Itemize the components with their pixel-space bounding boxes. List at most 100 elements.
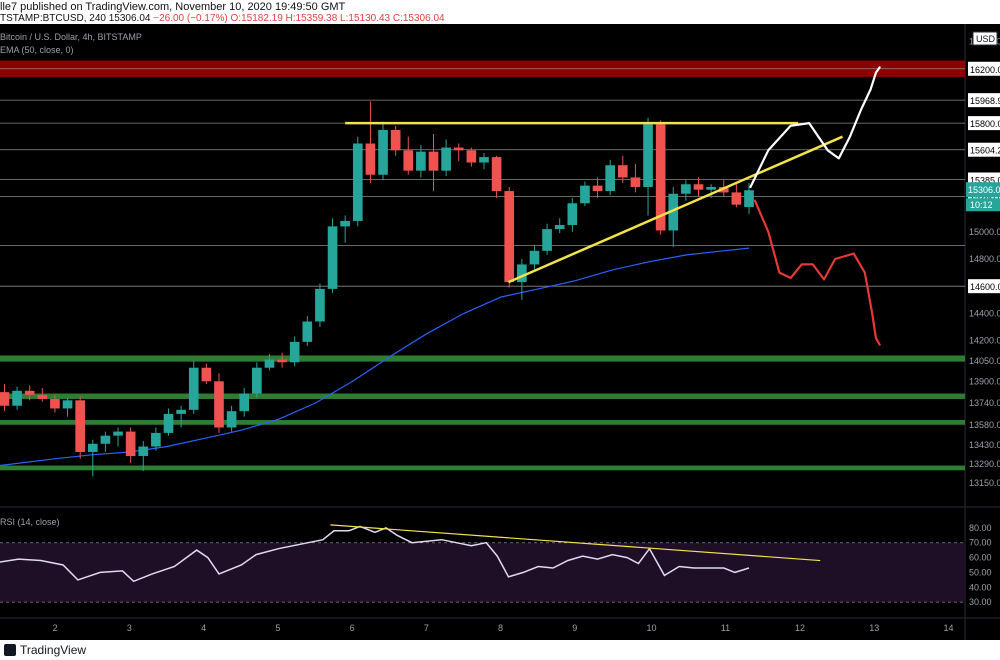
candle <box>214 381 224 428</box>
symbol-line: TSTAMP:BTCUSD, 240 15306.04 −26.00 (−0.1… <box>0 13 445 24</box>
footer-bar: TradingView <box>0 640 1000 660</box>
candle <box>138 446 149 457</box>
candle <box>188 367 199 410</box>
candle <box>580 185 590 204</box>
candle <box>517 264 527 283</box>
candle <box>630 177 641 187</box>
candle <box>125 431 136 457</box>
time-tick-label: 5 <box>275 623 280 633</box>
time-tick-label: 7 <box>424 623 429 633</box>
price-tick-label: 13430.00 <box>969 440 1000 450</box>
price-tick-label: 15604.22 <box>970 146 1000 156</box>
countdown-label: 10:12 <box>970 200 993 210</box>
price-tick-label: 15385.00 <box>970 176 1000 186</box>
candle <box>252 367 262 394</box>
support-zone <box>0 393 965 399</box>
price-tick-label: 15968.98 <box>970 96 1000 106</box>
candle <box>176 409 186 414</box>
candle <box>617 165 628 178</box>
tradingview-logo-icon <box>4 644 16 656</box>
candle <box>479 157 489 163</box>
candle <box>289 341 300 363</box>
main-legend: Bitcoin / U.S. Dollar, 4h, BITSTAMP <box>0 32 142 42</box>
candle <box>315 288 325 322</box>
candle <box>239 393 250 412</box>
price-tick-label: 15800.00 <box>970 119 1000 129</box>
ema-legend: EMA (50, close, 0) <box>0 45 74 55</box>
price-tick-label: 13150.00 <box>969 478 1000 488</box>
footer-brand[interactable]: TradingView <box>20 643 87 657</box>
candle <box>24 390 35 395</box>
candle <box>302 321 313 342</box>
time-tick-label: 13 <box>869 623 879 633</box>
candle <box>352 143 363 221</box>
header-bar: lle7 published on TradingView.com, Novem… <box>0 0 1000 24</box>
time-tick-label: 11 <box>721 623 730 633</box>
candle <box>441 147 451 171</box>
time-tick-label: 10 <box>647 623 657 633</box>
time-tick-label: 3 <box>127 623 132 633</box>
time-tick-label: 8 <box>498 623 503 633</box>
candle <box>151 432 161 447</box>
candle <box>529 250 540 265</box>
rsi-tick-label: 40.00 <box>969 582 992 592</box>
rsi-tick-label: 30.00 <box>969 597 992 607</box>
candle <box>605 165 616 192</box>
candle <box>390 129 401 151</box>
candle <box>378 129 388 175</box>
candle <box>706 186 716 190</box>
price-tick-label: 14800.00 <box>969 254 1000 264</box>
time-tick-label: 14 <box>943 623 953 633</box>
price-level-tag <box>968 279 1000 294</box>
candle <box>201 367 212 382</box>
candle <box>87 443 98 452</box>
candle <box>365 143 376 175</box>
time-tick-label: 6 <box>350 623 355 633</box>
candle <box>592 185 603 192</box>
candle <box>491 157 502 192</box>
current-price-tag <box>966 182 1000 198</box>
candle <box>403 150 414 171</box>
symbol-name: TSTAMP:BTCUSD, 240 <box>0 13 106 24</box>
price-tick-label: 13580.00 <box>969 420 1000 430</box>
last-price: 15306.04 <box>108 13 151 24</box>
time-tick-label: 12 <box>795 623 805 633</box>
candle <box>453 147 464 151</box>
time-tick-label: 9 <box>572 623 577 633</box>
candle <box>163 413 174 433</box>
candle <box>0 392 10 406</box>
candle <box>504 191 515 283</box>
price-tick-label: 15000.00 <box>969 227 1000 237</box>
candle <box>277 359 287 363</box>
support-zone <box>0 465 965 471</box>
price-tick-label: 14050.00 <box>969 356 1000 366</box>
currency-button <box>972 31 998 46</box>
time-tick-label: 4 <box>201 623 206 633</box>
candle <box>567 203 578 226</box>
candle <box>428 151 439 171</box>
price-level-tag <box>968 61 1000 76</box>
price-level-tag <box>968 93 1000 108</box>
candle <box>37 394 48 399</box>
candle <box>75 400 85 452</box>
price-tick-label: 14600.00 <box>970 282 1000 292</box>
trendline <box>507 135 844 284</box>
publisher-line: lle7 published on TradingView.com, Novem… <box>0 1 346 13</box>
price-level-tag <box>968 116 1000 131</box>
candle <box>327 226 338 289</box>
candle <box>113 431 123 436</box>
bearish-scenario-path <box>753 199 881 346</box>
candle <box>731 192 742 205</box>
candle <box>744 190 754 208</box>
price-level-tag <box>968 142 1000 157</box>
price-chart[interactable]: 13150.0013290.0013430.0013580.0013740.00… <box>0 24 1000 640</box>
time-tick-label: 2 <box>53 623 58 633</box>
bullish-scenario-path <box>749 66 881 189</box>
rsi-tick-label: 80.00 <box>969 523 992 533</box>
candle <box>466 150 477 163</box>
rsi-band <box>0 542 965 603</box>
support-zone <box>0 355 965 362</box>
price-tick-label: 13900.00 <box>969 376 1000 386</box>
ohlc-values: O:15182.19 H:15359.38 L:15130.43 C:15306… <box>230 13 445 24</box>
